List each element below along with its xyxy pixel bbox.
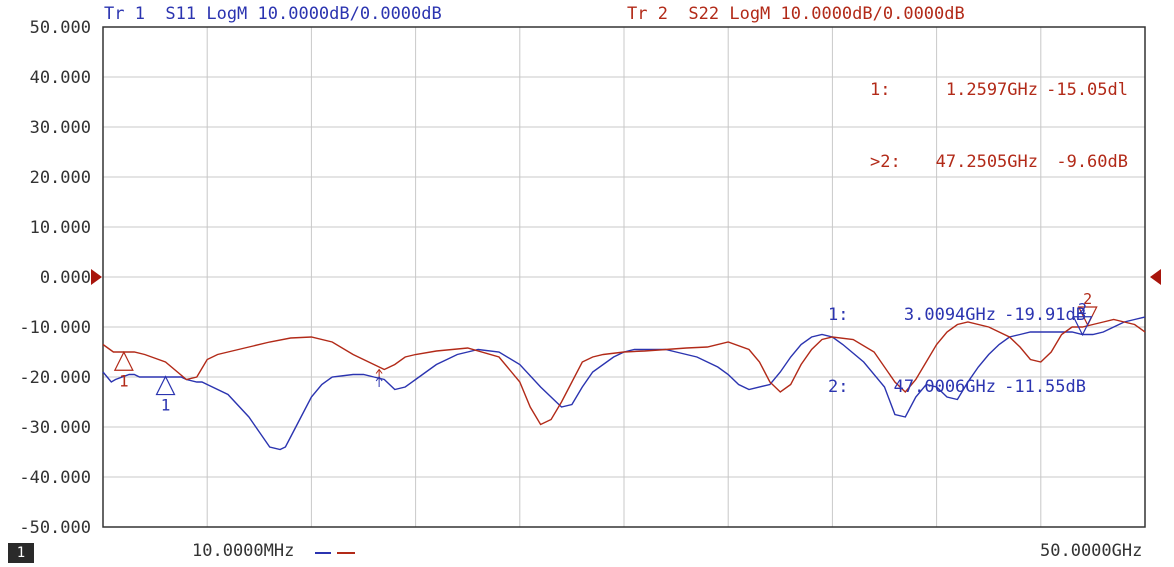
marker-number: 1 [161, 396, 171, 415]
start-frequency-label[interactable]: 10.0000MHz [192, 541, 295, 561]
plot-frame [102, 26, 1146, 528]
trace2-header[interactable]: Tr 2 S22 LogM 10.0000dB/0.0000dB [627, 4, 965, 24]
marker-frequency: 1.2597GHz [945, 80, 1038, 100]
stop-frequency-label[interactable]: 50.0000GHz [1040, 541, 1143, 561]
y-tick-label: -20.000 [19, 368, 91, 388]
marker-value: -9.60dB [1056, 152, 1128, 172]
trace2-s22-line [102, 318, 1146, 426]
y-tick-label: -40.000 [19, 468, 91, 488]
y-tick-label: 20.000 [30, 168, 91, 188]
trace2-marker-row: 1: 1.2597GHz -15.05dl [870, 78, 1128, 102]
marker-value: -19.91dB [1004, 305, 1086, 325]
y-tick-label: 30.000 [30, 118, 91, 138]
trace1-header[interactable]: Tr 1 S11 LogM 10.0000dB/0.0000dB [104, 4, 442, 24]
marker-frequency: 47.0006GHz [893, 377, 996, 397]
marker-frequency: 3.0094GHz [903, 305, 996, 325]
marker-triangle [1072, 316, 1093, 337]
marker-number: 1 [119, 371, 129, 390]
marker-arrow-head [375, 368, 383, 374]
y-tick-label: -50.000 [19, 518, 91, 538]
y-tick-label: 40.000 [30, 68, 91, 88]
reference-level-arrow-right [1150, 269, 1161, 285]
trace-legend [315, 552, 355, 554]
channel-number-badge[interactable]: 1 [8, 543, 34, 563]
marker-triangle [113, 350, 134, 371]
y-tick-label: 50.000 [30, 18, 91, 38]
y-tick-label: 0.000 [40, 268, 91, 288]
trace2-marker-table: 1: 1.2597GHz -15.05dl >2: 47.2505GHz -9.… [870, 30, 1128, 222]
marker-arrow-head [375, 376, 383, 382]
marker-label: 1: [870, 80, 891, 100]
trace2-marker-row: >2: 47.2505GHz -9.60dB [870, 150, 1128, 174]
marker-value: -11.55dB [1004, 377, 1086, 397]
y-tick-label: -30.000 [19, 418, 91, 438]
marker-value: -15.05dl [1046, 80, 1128, 100]
marker-label: 1: [828, 305, 849, 325]
marker-triangle [1077, 306, 1098, 327]
marker-triangle [155, 375, 176, 396]
marker-frequency: 47.2505GHz [935, 152, 1038, 172]
marker-number: 2 [1083, 290, 1092, 308]
trace1-marker-row: 1: 3.0094GHz -19.91dB [828, 303, 1086, 327]
marker-label: 2: [828, 377, 849, 397]
marker-number: 2 [1078, 300, 1087, 318]
y-tick-label: 10.000 [30, 218, 91, 238]
trace1-marker-table: 1: 3.0094GHz -19.91dB 2: 47.0006GHz -11.… [828, 255, 1086, 447]
reference-level-arrow-left [91, 269, 102, 285]
marker-label: >2: [870, 152, 901, 172]
trace1-marker-row: 2: 47.0006GHz -11.55dB [828, 375, 1086, 399]
y-tick-label: -10.000 [19, 318, 91, 338]
